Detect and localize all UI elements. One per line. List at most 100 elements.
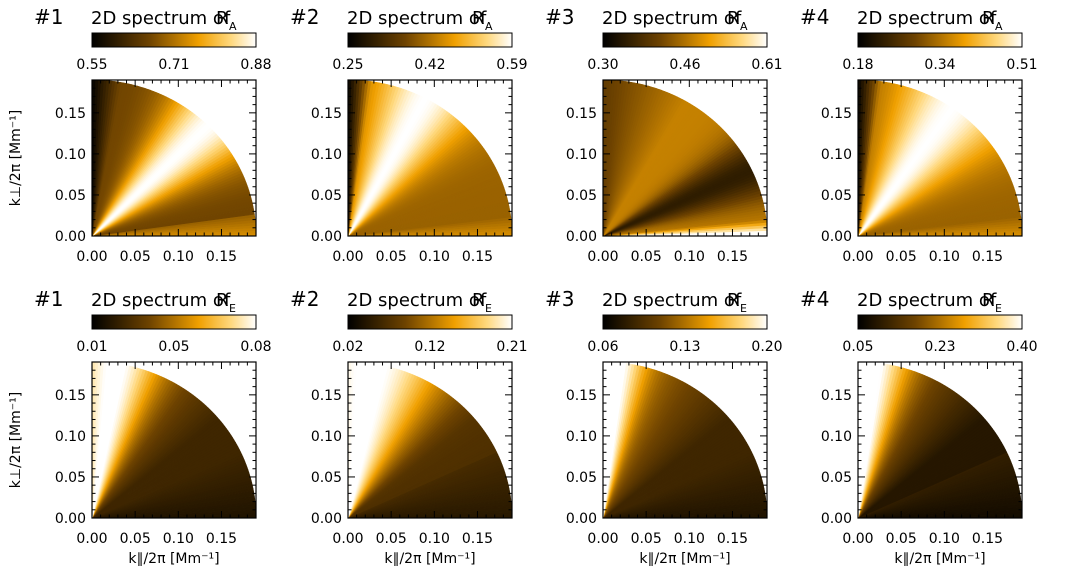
y-tick-label: 0.05 <box>55 470 86 486</box>
y-tick-label: 0.00 <box>566 511 597 527</box>
colorbar-tick-label: 0.23 <box>924 339 955 355</box>
y-tick-label: 0.10 <box>821 147 852 163</box>
colorbar-tick-label: 0.30 <box>587 57 618 73</box>
y-tick-label: 0.15 <box>55 106 86 122</box>
chart-panel: #3 2D spectrum of R E 0.06 0.13 0.20 0.00 0.05 0… <box>545 287 783 567</box>
colorbar-tick-label: 0.18 <box>842 57 873 73</box>
x-tick-label: 0.00 <box>76 531 107 547</box>
x-tick-label: 0.15 <box>206 249 237 265</box>
x-tick-label: 0.15 <box>717 249 748 265</box>
x-tick-label: 0.00 <box>332 249 363 265</box>
colorbar-tick-label: 0.21 <box>496 339 527 355</box>
colorbar <box>857 314 1023 330</box>
colorbar <box>347 32 513 48</box>
panel-title-quantity: R <box>216 8 229 29</box>
colorbar-tick-label: 0.34 <box>924 57 955 73</box>
panel-number: #2 <box>290 287 319 311</box>
panel-title-quantity: R <box>982 8 995 29</box>
x-tick-label: 0.05 <box>886 249 917 265</box>
y-tick-label: 0.00 <box>311 511 342 527</box>
x-tick-label: 0.00 <box>842 249 873 265</box>
colorbar-tick-label: 0.02 <box>332 339 363 355</box>
x-axis-label: k∥/2π [Mm⁻¹] <box>128 551 219 567</box>
plot-frame <box>91 361 257 519</box>
x-tick-label: 0.15 <box>206 531 237 547</box>
colorbar <box>602 32 768 48</box>
x-tick-label: 0.10 <box>929 531 960 547</box>
panel-title-subscript: E <box>229 302 236 315</box>
x-tick-label: 0.05 <box>376 249 407 265</box>
x-tick-label: 0.00 <box>587 249 618 265</box>
colorbar-tick-label: 0.05 <box>842 339 873 355</box>
y-tick-label: 0.05 <box>566 188 597 204</box>
y-tick-label: 0.05 <box>311 470 342 486</box>
colorbar <box>602 314 768 330</box>
colorbar-tick-label: 0.42 <box>414 57 445 73</box>
chart-panel: #1 2D spectrum of R E 0.01 0.05 0.08 0.00 0.05 0… <box>8 287 272 567</box>
x-tick-label: 0.00 <box>332 531 363 547</box>
panel-title-prefix: 2D spectrum of <box>857 8 997 29</box>
colorbar-tick-label: 0.06 <box>587 339 618 355</box>
y-tick-label: 0.10 <box>55 147 86 163</box>
x-tick-label: 0.10 <box>674 531 705 547</box>
panel-number: #1 <box>34 287 63 311</box>
x-tick-label: 0.15 <box>462 249 493 265</box>
y-tick-label: 0.15 <box>566 388 597 404</box>
panel-number: #1 <box>34 5 63 29</box>
chart-panel: #2 2D spectrum of R A 0.25 0.42 0.59 0.00 0.05 0… <box>290 5 528 265</box>
panel-title-subscript: A <box>995 20 1003 33</box>
panel-title-quantity: R <box>727 8 740 29</box>
plot-frame <box>91 79 257 237</box>
x-tick-label: 0.10 <box>419 531 450 547</box>
y-tick-label: 0.05 <box>311 188 342 204</box>
x-tick-label: 0.10 <box>163 531 194 547</box>
chart-panel: #1 2D spectrum of R A 0.55 0.71 0.88 0.00 0.05 0… <box>8 5 272 265</box>
y-tick-label: 0.05 <box>566 470 597 486</box>
x-tick-label: 0.00 <box>76 249 107 265</box>
chart-panel: #3 2D spectrum of R A 0.30 0.46 0.61 0.00 0.05 0… <box>545 5 783 265</box>
chart-panel: #4 2D spectrum of R A 0.18 0.34 0.51 0.00 0.05 0… <box>800 5 1038 265</box>
x-tick-label: 0.05 <box>120 531 151 547</box>
y-tick-label: 0.10 <box>311 429 342 445</box>
panel-title-prefix: 2D spectrum of <box>857 290 997 311</box>
y-tick-label: 0.00 <box>821 511 852 527</box>
panel-title-prefix: 2D spectrum of <box>602 8 742 29</box>
y-tick-label: 0.15 <box>821 106 852 122</box>
colorbar-tick-label: 0.12 <box>414 339 445 355</box>
panel-number: #4 <box>800 5 829 29</box>
x-axis-label: k∥/2π [Mm⁻¹] <box>894 551 985 567</box>
y-axis-label: k⊥/2π [Mm⁻¹] <box>8 110 24 206</box>
y-tick-label: 0.00 <box>821 229 852 245</box>
panel-title-subscript: A <box>229 20 237 33</box>
x-tick-label: 0.10 <box>163 249 194 265</box>
colorbar <box>857 32 1023 48</box>
colorbar <box>91 32 257 48</box>
panel-title-prefix: 2D spectrum of <box>91 8 231 29</box>
panel-title-quantity: R <box>727 290 740 311</box>
panel-title-prefix: 2D spectrum of <box>347 8 487 29</box>
colorbar-tick-label: 0.20 <box>751 339 782 355</box>
y-tick-label: 0.15 <box>311 388 342 404</box>
panel-title-prefix: 2D spectrum of <box>602 290 742 311</box>
x-axis-label: k∥/2π [Mm⁻¹] <box>639 551 730 567</box>
x-tick-label: 0.00 <box>587 531 618 547</box>
x-tick-label: 0.15 <box>717 531 748 547</box>
y-tick-label: 0.10 <box>311 147 342 163</box>
panel-title-quantity: R <box>472 290 485 311</box>
colorbar-tick-label: 0.46 <box>669 57 700 73</box>
x-tick-label: 0.10 <box>929 249 960 265</box>
panel-number: #4 <box>800 287 829 311</box>
y-tick-label: 0.00 <box>311 229 342 245</box>
x-tick-label: 0.15 <box>972 531 1003 547</box>
colorbar <box>91 314 257 330</box>
panel-title-quantity: R <box>216 290 229 311</box>
y-tick-label: 0.05 <box>821 188 852 204</box>
colorbar-tick-label: 0.88 <box>240 57 271 73</box>
colorbar <box>347 314 513 330</box>
panel-number: #2 <box>290 5 319 29</box>
colorbar-tick-label: 0.40 <box>1006 339 1037 355</box>
panel-title-subscript: A <box>485 20 493 33</box>
x-tick-label: 0.05 <box>376 531 407 547</box>
x-tick-label: 0.05 <box>886 531 917 547</box>
colorbar-tick-label: 0.61 <box>751 57 782 73</box>
